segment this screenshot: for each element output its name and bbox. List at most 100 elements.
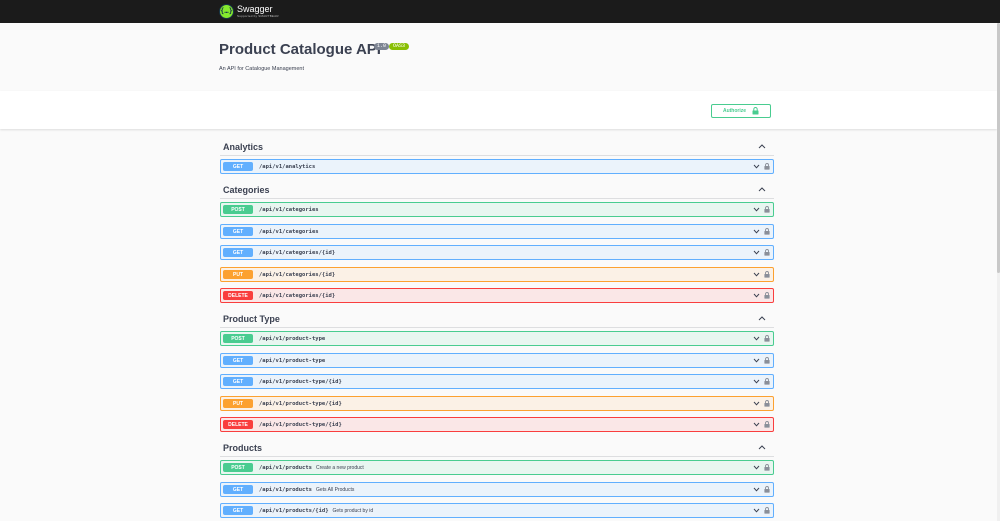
- page-scrollbar[interactable]: [997, 23, 1000, 521]
- operation-path: /api/v1/products/{id}: [259, 507, 329, 514]
- chevron-up-icon[interactable]: [756, 313, 768, 325]
- operation-post[interactable]: POST/api/v1/categories: [220, 202, 774, 217]
- chevron-down-icon[interactable]: [753, 487, 760, 492]
- operation-get[interactable]: GET/api/v1/analytics: [220, 159, 774, 174]
- lock-icon[interactable]: [764, 378, 770, 385]
- lock-icon[interactable]: [764, 486, 770, 493]
- lock-icon[interactable]: [764, 464, 770, 471]
- method-badge: POST: [223, 205, 253, 214]
- operation-get[interactable]: GET/api/v1/products Gets All Products: [220, 482, 774, 497]
- operation-delete[interactable]: DELETE/api/v1/product-type/{id}: [220, 417, 774, 432]
- tag-header-analytics[interactable]: Analytics: [220, 138, 774, 156]
- api-title: Product Catalogue API: [219, 41, 381, 58]
- operation-delete[interactable]: DELETE/api/v1/categories/{id}: [220, 288, 774, 303]
- authorize-button[interactable]: Authorize: [711, 104, 771, 118]
- operation-put[interactable]: PUT/api/v1/categories/{id}: [220, 267, 774, 282]
- lock-icon[interactable]: [764, 206, 770, 213]
- chevron-down-icon[interactable]: [753, 401, 760, 406]
- operation-path: /api/v1/products: [259, 486, 312, 493]
- method-badge: GET: [223, 356, 253, 365]
- operation-post[interactable]: POST/api/v1/product-type: [220, 331, 774, 346]
- tag-title: Analytics: [223, 141, 264, 152]
- operation-path: /api/v1/products: [259, 464, 312, 471]
- operation-path: /api/v1/categories: [259, 228, 319, 235]
- operation-path: /api/v1/product-type: [259, 357, 326, 364]
- operation-get[interactable]: GET/api/v1/products/{id} Gets product by …: [220, 503, 774, 518]
- method-badge: DELETE: [223, 420, 253, 429]
- method-badge: GET: [223, 227, 253, 236]
- chevron-down-icon[interactable]: [753, 272, 760, 277]
- operation-post[interactable]: POST/api/v1/products Create a new product: [220, 460, 774, 475]
- operation-path: /api/v1/product-type/{id}: [259, 378, 342, 385]
- chevron-down-icon[interactable]: [753, 229, 760, 234]
- chevron-down-icon[interactable]: [753, 465, 760, 470]
- operation-path: /api/v1/product-type/{id}: [259, 421, 342, 428]
- chevron-down-icon[interactable]: [753, 164, 760, 169]
- logo-name: Swagger: [237, 4, 273, 14]
- operation-get[interactable]: GET/api/v1/categories: [220, 224, 774, 239]
- topbar: {…} Swagger Supported by SMARTBEAR: [0, 0, 1000, 23]
- version-badge: 1.0: [374, 43, 390, 50]
- chevron-up-icon[interactable]: [756, 442, 768, 454]
- tag-header-product-type[interactable]: Product Type: [220, 310, 774, 328]
- chevron-down-icon[interactable]: [753, 379, 760, 384]
- chevron-down-icon[interactable]: [753, 207, 760, 212]
- tag-header-products[interactable]: Products: [220, 439, 774, 457]
- operation-get[interactable]: GET/api/v1/product-type: [220, 353, 774, 368]
- chevron-down-icon[interactable]: [753, 358, 760, 363]
- operation-path: /api/v1/categories/{id}: [259, 292, 336, 299]
- swagger-logo[interactable]: {…} Swagger Supported by SMARTBEAR: [219, 3, 279, 20]
- method-badge: POST: [223, 463, 253, 472]
- chevron-down-icon[interactable]: [753, 250, 760, 255]
- operation-summary: Gets product by id: [332, 507, 374, 514]
- tag-title: Products: [223, 442, 263, 453]
- lock-icon[interactable]: [764, 271, 770, 278]
- operation-path: /api/v1/categories: [259, 206, 319, 213]
- lock-icon[interactable]: [764, 335, 770, 342]
- chevron-up-icon[interactable]: [756, 141, 768, 153]
- operation-path: /api/v1/product-type/{id}: [259, 400, 342, 407]
- lock-icon[interactable]: [764, 507, 770, 514]
- operation-summary: Gets All Products: [315, 486, 355, 493]
- method-badge: PUT: [223, 399, 253, 408]
- operation-path: /api/v1/analytics: [259, 163, 316, 170]
- lock-icon[interactable]: [764, 228, 770, 235]
- chevron-down-icon[interactable]: [753, 422, 760, 427]
- oas-badge: OAS3: [389, 43, 410, 50]
- method-badge: GET: [223, 506, 253, 515]
- lock-icon[interactable]: [764, 421, 770, 428]
- method-badge: POST: [223, 334, 253, 343]
- method-badge: DELETE: [223, 291, 253, 300]
- lock-icon[interactable]: [764, 249, 770, 256]
- method-badge: PUT: [223, 270, 253, 279]
- scheme-container: [0, 91, 997, 129]
- tag-header-categories[interactable]: Categories: [220, 181, 774, 199]
- operation-summary: Create a new product: [315, 464, 364, 471]
- swagger-logo-icon: {…}: [219, 4, 234, 19]
- authorize-label: Authorize: [722, 108, 747, 114]
- lock-icon[interactable]: [764, 163, 770, 170]
- method-badge: GET: [223, 485, 253, 494]
- operation-path: /api/v1/categories/{id}: [259, 271, 336, 278]
- lock-icon[interactable]: [764, 400, 770, 407]
- tag-title: Categories: [223, 184, 270, 195]
- method-badge: GET: [223, 162, 253, 171]
- lock-icon[interactable]: [764, 292, 770, 299]
- chevron-down-icon[interactable]: [753, 336, 760, 341]
- chevron-up-icon[interactable]: [756, 184, 768, 196]
- operation-put[interactable]: PUT/api/v1/product-type/{id}: [220, 396, 774, 411]
- operation-get[interactable]: GET/api/v1/categories/{id}: [220, 245, 774, 260]
- logo-subtitle: Supported by SMARTBEAR: [237, 14, 279, 18]
- api-description: An API for Catalogue Management: [219, 66, 304, 72]
- operation-path: /api/v1/product-type: [259, 335, 326, 342]
- lock-icon[interactable]: [764, 357, 770, 364]
- lock-icon: [752, 107, 759, 115]
- operation-path: /api/v1/categories/{id}: [259, 249, 336, 256]
- chevron-down-icon[interactable]: [753, 508, 760, 513]
- info-section: [0, 23, 997, 91]
- tag-title: Product Type: [223, 313, 280, 324]
- scrollbar-thumb[interactable]: [997, 23, 1000, 273]
- chevron-down-icon[interactable]: [753, 293, 760, 298]
- operation-get[interactable]: GET/api/v1/product-type/{id}: [220, 374, 774, 389]
- method-badge: GET: [223, 377, 253, 386]
